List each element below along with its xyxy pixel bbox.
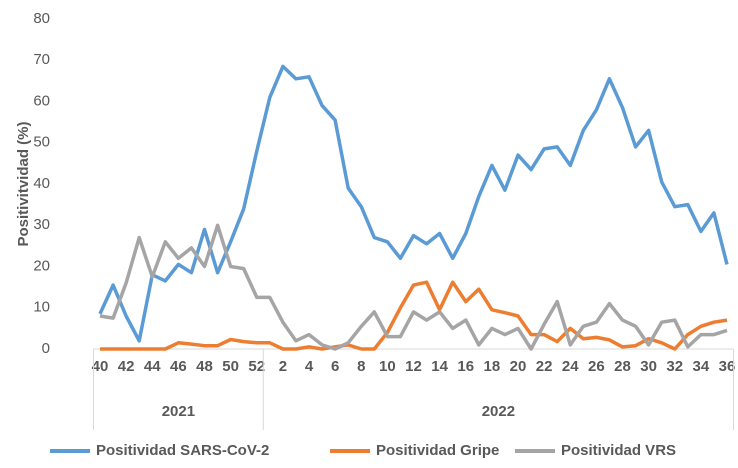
- x-tick-label: 50: [222, 358, 239, 375]
- y-tick-label: 20: [33, 257, 50, 274]
- x-tick-label: 2: [279, 358, 287, 375]
- x-tick-label: 52: [248, 358, 265, 375]
- x-tick-label: 44: [144, 358, 161, 375]
- x-tick-label: 30: [640, 358, 657, 375]
- legend-label: Positividad VRS: [561, 442, 676, 459]
- x-tick-label: 26: [588, 358, 605, 375]
- series-line: [100, 280, 728, 351]
- x-tick-label: 20: [510, 358, 527, 375]
- y-tick-label: 50: [33, 134, 50, 151]
- x-tick-label: 14: [431, 358, 448, 375]
- x-tick-label: 10: [379, 358, 396, 375]
- y-tick-label: 80: [33, 10, 50, 27]
- y-tick-label: 30: [33, 216, 50, 233]
- legend-label: Positividad SARS-CoV-2: [96, 442, 269, 459]
- x-tick-label: 12: [405, 358, 422, 375]
- x-tick-label: 6: [331, 358, 339, 375]
- x-tick-label: 4: [305, 358, 314, 375]
- x-tick-label: 28: [614, 358, 631, 375]
- x-tick-label: 16: [457, 358, 474, 375]
- x-tick-label: 8: [357, 358, 365, 375]
- y-tick-label: 40: [33, 175, 50, 192]
- x-tick-label: 46: [170, 358, 187, 375]
- group-label: 2022: [482, 403, 515, 420]
- x-tick-label: 48: [196, 358, 213, 375]
- x-tick-label: 40: [92, 358, 109, 375]
- y-tick-label: 60: [33, 92, 50, 109]
- y-tick-label: 10: [33, 299, 50, 316]
- x-tick-label: 32: [666, 358, 683, 375]
- x-tick-label: 42: [118, 358, 135, 375]
- x-tick-label: 22: [536, 358, 553, 375]
- x-tick-label: 24: [562, 358, 579, 375]
- x-tick-label: 18: [484, 358, 501, 375]
- x-tick-label: 34: [693, 358, 710, 375]
- y-tick-label: 70: [33, 51, 50, 68]
- y-axis-title: Positivitvidad (%): [15, 121, 32, 246]
- series-line: [98, 64, 729, 343]
- legend-label: Positividad Gripe: [376, 442, 499, 459]
- group-label: 2021: [162, 403, 195, 420]
- series-line: [99, 223, 728, 351]
- x-tick-label: 36: [719, 358, 736, 375]
- y-tick-label: 0: [42, 340, 50, 357]
